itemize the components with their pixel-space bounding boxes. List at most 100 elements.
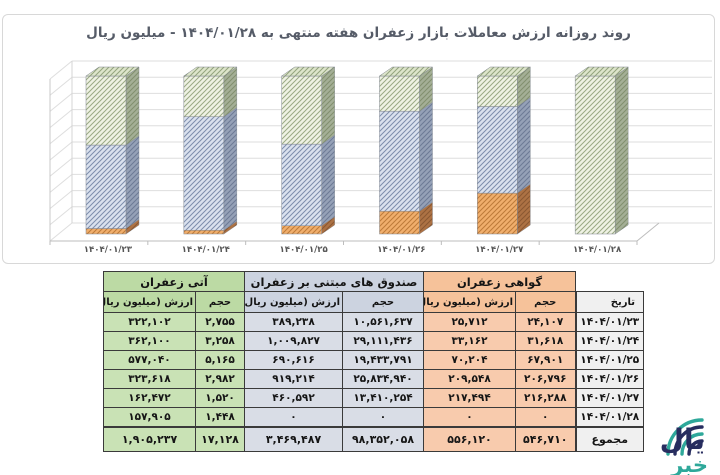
bar-top-face [280, 66, 336, 77]
group-header-row: گواهی زعفران صندوق های مبتنی بر زعفران آ… [103, 271, 644, 292]
gridline-side [49, 109, 73, 128]
chart-title: روند روزانه ارزش معاملات بازار زعفران هف… [86, 25, 631, 41]
futures-volume-cell: ۲,۷۵۵ [195, 312, 245, 332]
futures-value-cell: ۳۶۲,۱۰۰ [103, 331, 196, 351]
gridline-side [49, 60, 73, 80]
bar-segment-side [614, 66, 629, 235]
futures-volume-total-cell: ۱۷,۱۲۸ [195, 425, 245, 452]
bar-segment-front [379, 110, 420, 212]
chart-bars [85, 66, 629, 235]
gridline-side [49, 125, 73, 145]
date-cell: ۱۴۰۴/۰۱/۲۶ [574, 369, 645, 389]
bar-segment-side [321, 66, 335, 145]
bar-segment-front [477, 106, 518, 194]
bar-segment-front [183, 75, 225, 117]
gridline-side [49, 206, 73, 226]
floor-right-edge [636, 222, 660, 242]
bar-segment-front [379, 210, 420, 235]
x-axis-label: ۱۴۰۴/۰۱/۲۶ [377, 245, 425, 255]
group-header-certificate: گواهی زعفران [423, 271, 577, 292]
x-axis-label: ۱۴۰۴/۰۱/۲۳ [84, 245, 133, 255]
futures-volume-cell: ۵,۱۶۵ [195, 350, 245, 370]
futures-volume-cell: ۱,۴۴۸ [195, 407, 245, 427]
table-row: ۱۴۰۴/۰۱/۲۴ ۳۱,۶۱۸ ۳۳,۱۶۲ ۲۹,۱۱۱,۴۳۶ ۱,۰۰۹,۸۲… [103, 331, 645, 351]
futures-value-cell: ۱۵۷,۹۰۵ [103, 407, 196, 427]
bar-۱۴۰۴/۰۱/۲۵ [280, 66, 336, 235]
bar-segment-side [223, 107, 238, 231]
table-row: ۱۴۰۴/۰۱/۲۵ ۶۷,۹۰۱ ۷۰,۲۰۴ ۱۹,۴۳۳,۷۹۱ ۶۹۰,۶۱۶ ۵… [103, 350, 645, 370]
gridline-side [49, 93, 73, 112]
certificate-value-cell: ۲۱۷,۴۹۴ [423, 388, 517, 408]
bar-segment-side [125, 135, 140, 229]
funds-volume-cell: ۲۹,۱۱۱,۴۳۶ [342, 331, 425, 351]
date-column-header: تاریخ [574, 291, 645, 313]
date-cell: ۱۴۰۴/۰۱/۲۵ [574, 350, 645, 370]
signal-wave-icon [673, 425, 704, 456]
funds-volume-header: حجم [342, 291, 425, 313]
futures-value-header: ارزش (میلیون ریال) [103, 291, 196, 313]
futures-volume-cell: ۳,۲۵۸ [195, 331, 245, 351]
bar-segment-front [183, 116, 225, 231]
gridline-side [49, 190, 73, 209]
x-axis-label: ۱۴۰۴/۰۱/۲۵ [279, 245, 327, 255]
bar-segment-front [477, 192, 518, 235]
bar-segment-side [321, 134, 335, 227]
x-axis-label: ۱۴۰۴/۰۱/۲۸ [573, 245, 622, 255]
bar-top-face [574, 66, 629, 77]
x-axis-label: ۱۴۰۴/۰۱/۲۷ [475, 245, 524, 255]
funds-value-cell: ۶۹۰,۶۱۶ [243, 350, 344, 370]
bar-۱۴۰۴/۰۱/۲۷ [476, 66, 532, 235]
bar-top-face [85, 66, 140, 77]
certificate-volume-cell: ۲۰۶,۷۹۶ [515, 369, 577, 389]
futures-value-cell: ۳۲۲,۱۰۲ [103, 312, 196, 332]
funds-value-cell: ۴۶۰,۵۹۲ [243, 388, 344, 408]
bar-segment-side [125, 66, 140, 146]
bar-segment-front [85, 75, 127, 146]
bar-segment-front [281, 143, 322, 226]
signal-wave-icon [680, 432, 704, 456]
bar-۱۴۰۴/۰۱/۲۶ [378, 66, 434, 235]
funds-value-cell: ۹۱۹,۲۱۴ [243, 369, 344, 389]
bar-segment-front [281, 75, 322, 145]
chart-x-axis-labels: ۱۴۰۴/۰۱/۲۳ ۱۴۰۴/۰۱/۲۴ ۱۴۰۴/۰۱/۲۵ ۱۴۰۴/۰۱/۲۶… [84, 245, 622, 255]
certificate-value-cell: ۳۳,۱۶۲ [423, 331, 517, 351]
table-body: ۱۴۰۴/۰۱/۲۳ ۲۴,۱۰۷ ۲۵,۷۱۲ ۱۰,۵۶۱,۶۳۷ ۳۸۹,۲۳۸ ۲… [103, 312, 645, 452]
futures-value-total-cell: ۱,۹۰۵,۲۳۷ [103, 425, 196, 452]
bar-segment-front [379, 75, 420, 112]
futures-volume-cell: ۱,۵۲۰ [195, 388, 245, 408]
gridline-side [49, 141, 73, 161]
certificate-volume-cell: ۰ [515, 407, 577, 427]
empty-corner-cell [575, 271, 644, 292]
total-label-cell: مجموع [574, 425, 645, 452]
bar-segment-side [419, 101, 433, 212]
signal-wave-icon [687, 439, 704, 456]
futures-volume-cell: ۲,۹۸۲ [195, 369, 245, 389]
bar-top-face [378, 66, 434, 77]
funds-volume-total-cell: ۹۸,۳۵۲,۰۵۸ [342, 425, 425, 452]
certificate-volume-cell: ۳۱,۶۱۸ [515, 331, 577, 351]
group-header-funds: صندوق های مبتنی بر زعفران [243, 271, 425, 292]
stacked-bar-3d-chart: ۱۴۰۴/۰۱/۲۳ ۱۴۰۴/۰۱/۲۴ ۱۴۰۴/۰۱/۲۵ ۱۴۰۴/۰۱/۲۶… [49, 60, 712, 255]
bar-۱۴۰۴/۰۱/۲۳ [85, 66, 140, 235]
gridline-side [49, 76, 73, 96]
bar-۱۴۰۴/۰۱/۲۸ [574, 66, 629, 235]
logo-text-secondary: خبر [670, 453, 708, 475]
bar-segment-front [183, 230, 225, 235]
certificate-value-cell: ۲۵,۷۱۲ [423, 312, 517, 332]
futures-volume-header: حجم [195, 291, 245, 313]
group-header-futures: آتی زعفران [103, 271, 245, 292]
bar-۱۴۰۴/۰۱/۲۴ [183, 66, 238, 235]
date-cell: ۱۴۰۴/۰۱/۲۳ [574, 312, 645, 332]
funds-value-cell: ۱,۰۰۹,۸۲۷ [243, 331, 344, 351]
signal-wave-icon [666, 418, 704, 456]
certificate-volume-cell: ۲۴,۱۰۷ [515, 312, 577, 332]
funds-value-header: ارزش (میلیون ریال) [243, 291, 344, 313]
table-row: ۱۴۰۴/۰۱/۲۳ ۲۴,۱۰۷ ۲۵,۷۱۲ ۱۰,۵۶۱,۶۳۷ ۳۸۹,۲۳۸ ۲… [103, 312, 645, 332]
certificate-volume-cell: ۲۱۶,۲۸۸ [515, 388, 577, 408]
certificate-value-cell: ۷۰,۲۰۴ [423, 350, 517, 370]
certificate-value-cell: ۲۰۹,۵۴۸ [423, 369, 517, 389]
news-agency-watermark-logo: یال خبر [660, 418, 708, 475]
bar-segment-front [281, 225, 322, 235]
table-total-row: مجموع ۵۴۶,۷۱۰ ۵۵۶,۱۲۰ ۹۸,۳۵۲,۰۵۸ ۳,۴۶۹,۴۸۷ ۱۷… [103, 425, 645, 452]
certificate-value-cell: ۰ [423, 407, 517, 427]
